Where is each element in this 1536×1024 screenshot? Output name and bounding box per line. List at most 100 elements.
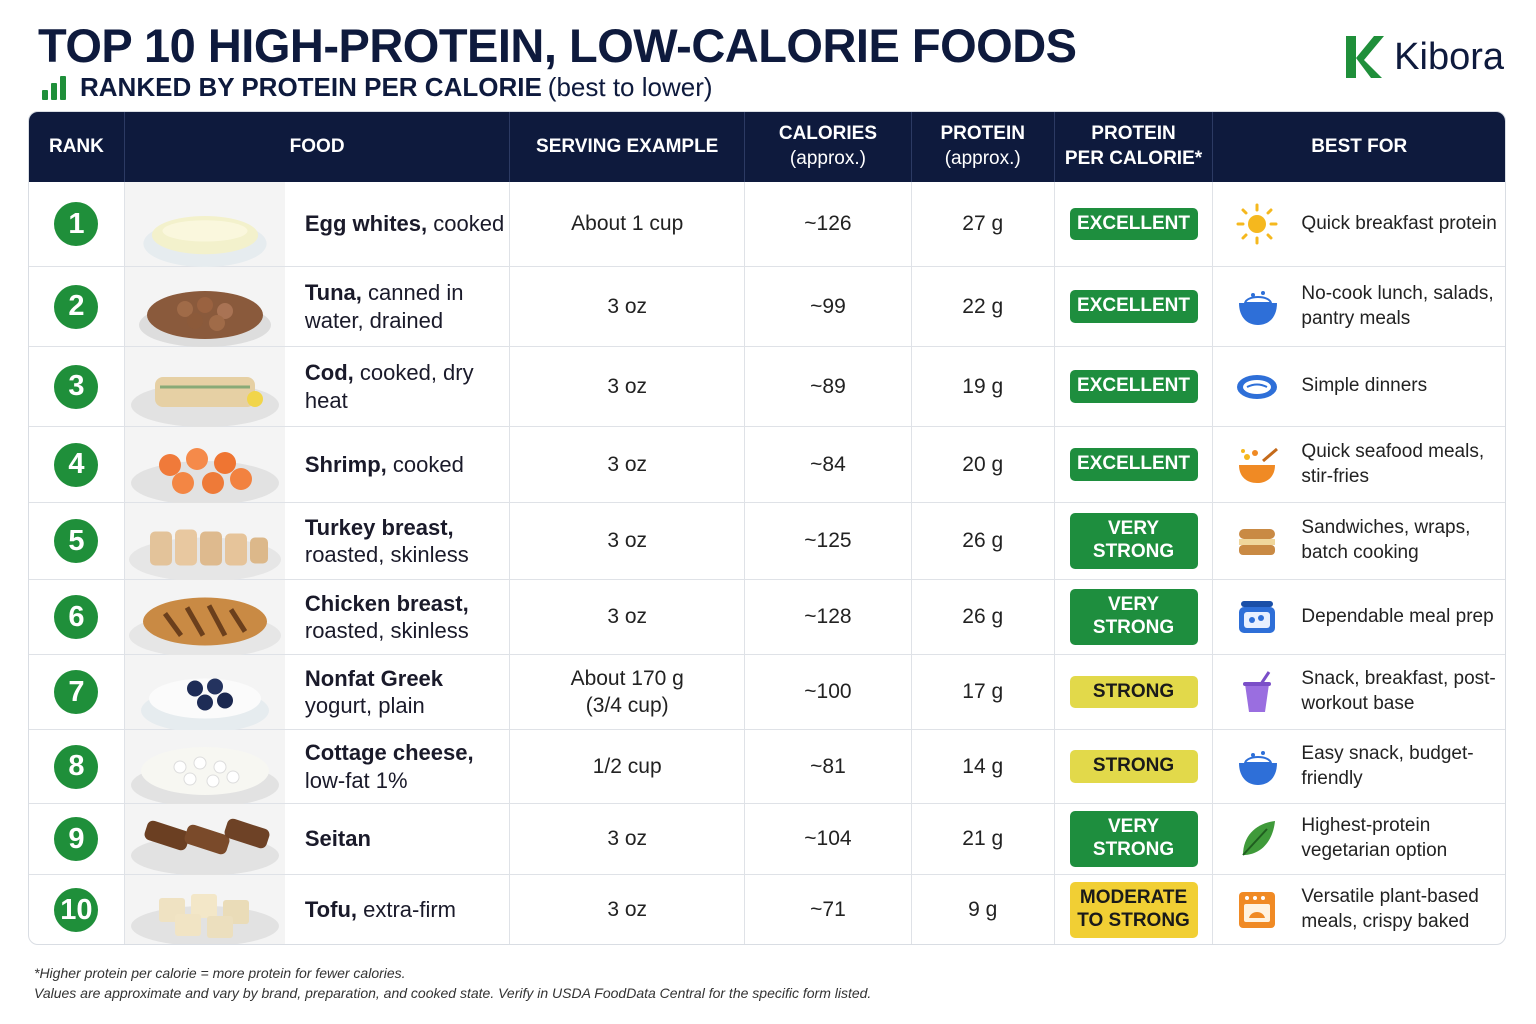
food-name-bold: Tofu, <box>304 897 357 923</box>
food-cell: Turkey breast, roasted, skinless <box>124 503 511 580</box>
rating-badge: EXCELLENT <box>1069 448 1198 481</box>
page-title: TOP 10 HIGH-PROTEIN, LOW-CALORIE FOODS <box>38 19 1077 72</box>
col-protein: PROTEIN (approx.) <box>912 112 1055 182</box>
protein-cell: 19 g <box>912 347 1055 426</box>
rank-cell: 10 <box>29 875 125 944</box>
protein-cell: 27 g <box>912 182 1055 266</box>
food-name-rest: cooked <box>392 451 464 477</box>
best-for-cell: Quick breakfast protein <box>1213 182 1505 266</box>
rating-cell: EXCELLENT <box>1055 267 1214 346</box>
best-for-text: Sandwiches, wraps, batch cooking <box>1301 517 1471 563</box>
rating-text: EXCELLENT <box>1077 453 1190 475</box>
rank-cell: 9 <box>29 804 125 874</box>
rank-badge: 4 <box>54 442 99 487</box>
food-photo <box>124 427 285 503</box>
food-name: Shrimp, cooked <box>285 451 505 479</box>
food-name-rest: yogurt, plain <box>304 693 425 718</box>
serving-cell: 3 oz <box>510 875 746 944</box>
subtitle-main: RANKED BY PROTEIN PER CALORIE <box>80 72 542 102</box>
meal-prep-container-icon <box>1213 595 1301 639</box>
protein-cell: 26 g <box>912 503 1055 579</box>
stir-fry-bowl-icon <box>1213 443 1301 487</box>
food-photo <box>124 267 285 347</box>
rating-cell: STRONG <box>1055 655 1214 729</box>
serving-cell: 3 oz <box>510 804 746 874</box>
table-row: 2 Tuna, canned in water, drained 3 oz ~99 22… <box>29 267 1505 347</box>
footnote: *Higher protein per calorie = more prote… <box>34 963 871 1004</box>
bar-chart-icon <box>42 75 66 100</box>
rating-text: VERY STRONG <box>1092 816 1175 860</box>
food-name-rest: canned in water, drained <box>304 280 464 333</box>
rating-cell: EXCELLENT <box>1055 347 1214 426</box>
food-name: Egg whites, cooked <box>285 210 505 238</box>
footnote-line2: Values are approximate and vary by brand… <box>34 985 872 1002</box>
rank-cell: 6 <box>29 580 125 654</box>
serving-text: 3 oz <box>607 529 648 553</box>
food-name-rest: cooked <box>433 211 505 237</box>
food-cell: Cottage cheese, low-fat 1% <box>124 730 511 804</box>
brand-name: Kibora <box>1394 35 1504 78</box>
rating-text-2: TO STRONG <box>1077 910 1190 931</box>
protein-cell: 26 g <box>912 580 1055 654</box>
best-for-text: Dependable meal prep <box>1301 605 1494 627</box>
rating-text: EXCELLENT <box>1077 212 1190 234</box>
table-row: 1 Egg whites, cooked About 1 cup ~126 27 g EX… <box>29 182 1505 267</box>
rating-badge: VERY STRONG <box>1069 589 1198 645</box>
calories-cell: ~128 <box>745 580 912 654</box>
food-cell: Nonfat Greek yogurt, plain <box>124 655 511 730</box>
rating-badge: EXCELLENT <box>1069 290 1198 323</box>
best-for-cell: Snack, breakfast, post-workout base <box>1213 655 1505 729</box>
food-cell: Cod, cooked, dry heat <box>124 347 511 427</box>
protein-cell: 22 g <box>912 267 1055 346</box>
bowl-icon <box>1213 285 1301 329</box>
rating-badge: STRONG <box>1069 675 1198 709</box>
food-name-rest: roasted, skinless <box>304 542 469 567</box>
best-for-text: Snack, breakfast, post-workout base <box>1301 668 1496 714</box>
serving-text: 3 oz <box>607 898 648 922</box>
rating-text: VERY STRONG <box>1092 518 1175 562</box>
serving-text-2: (3/4 cup) <box>585 694 669 717</box>
best-for-text: Quick breakfast protein <box>1301 212 1497 234</box>
food-photo <box>124 347 285 427</box>
serving-text: About 1 cup <box>571 212 684 236</box>
food-table: RANK FOOD SERVING EXAMPLE CALORIES (appro… <box>28 111 1506 945</box>
protein-cell: 17 g <box>912 655 1055 729</box>
food-cell: Seitan <box>124 804 511 875</box>
protein-cell: 21 g <box>912 804 1055 874</box>
rank-cell: 2 <box>29 267 125 346</box>
col-protein-per-calorie: PROTEIN PER CALORIE* <box>1055 112 1214 182</box>
rank-badge: 1 <box>54 202 99 246</box>
calories-cell: ~126 <box>745 182 912 266</box>
col-protein-note: (approx.) <box>944 148 1021 169</box>
food-photo <box>124 804 285 875</box>
rating-cell: EXCELLENT <box>1055 427 1214 502</box>
serving-cell: 3 oz <box>510 427 746 502</box>
rank-badge: 9 <box>54 817 99 861</box>
protein-cell: 9 g <box>912 875 1055 944</box>
calories-cell: ~81 <box>745 730 912 803</box>
rank-cell: 4 <box>29 427 125 502</box>
serving-cell: 3 oz <box>510 580 746 654</box>
brand-logo: Kibora <box>1342 34 1504 80</box>
rank-cell: 7 <box>29 655 125 729</box>
sun-icon <box>1213 202 1301 246</box>
col-rank: RANK <box>29 112 125 182</box>
leaf-icon <box>1213 817 1301 861</box>
rating-cell: STRONG <box>1055 730 1214 803</box>
best-for-cell: Simple dinners <box>1213 347 1505 426</box>
rank-badge: 7 <box>54 670 99 714</box>
best-for-cell: Sandwiches, wraps, batch cooking <box>1213 503 1505 579</box>
table-row: 9 Seitan 3 oz ~104 21 g VERY STRONG Highest-p… <box>29 804 1505 875</box>
food-name-bold: Seitan <box>304 826 371 852</box>
subtitle-note: (best to lower) <box>547 72 713 102</box>
serving-cell: 1/2 cup <box>510 730 746 803</box>
rating-text: MODERATE <box>1079 887 1188 909</box>
rank-badge: 6 <box>54 595 99 639</box>
best-for-cell: Quick seafood meals, stir-fries <box>1213 427 1505 502</box>
food-name: Nonfat Greek yogurt, plain <box>285 665 505 720</box>
serving-cell: 3 oz <box>510 267 746 346</box>
best-for-text: Highest-protein vegetarian option <box>1301 815 1448 861</box>
rank-cell: 5 <box>29 503 125 579</box>
food-photo <box>124 875 285 944</box>
food-photo <box>124 182 285 267</box>
